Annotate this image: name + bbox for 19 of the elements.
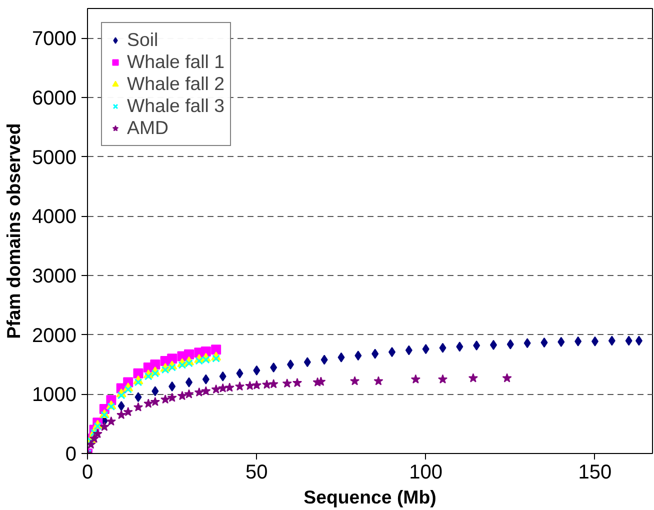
y-tick-label: 0: [65, 444, 76, 466]
legend-label: AMD: [127, 117, 168, 139]
y-tick-label: 4000: [32, 206, 77, 228]
x-axis-title: Sequence (Mb): [304, 486, 436, 508]
legend-label: Soil: [127, 29, 158, 51]
x-tick-label: 0: [82, 462, 94, 484]
y-tick-label: 3000: [32, 266, 77, 288]
y-tick-label: 1000: [32, 384, 77, 406]
legend-label: Whale fall 3: [127, 95, 224, 117]
x-tick-label: 150: [578, 462, 612, 484]
y-tick-label: 7000: [32, 28, 77, 50]
y-axis-title: Pfam domains observed: [3, 123, 24, 339]
legend-label: Whale fall 1: [127, 51, 224, 73]
y-tick-label: 6000: [32, 88, 77, 110]
x-tick-label: 50: [246, 462, 268, 484]
legend-label: Whale fall 2: [127, 73, 224, 95]
y-tick-label: 2000: [32, 324, 77, 347]
x-tick-label: 100: [409, 462, 443, 484]
y-tick-label: 5000: [32, 146, 77, 169]
